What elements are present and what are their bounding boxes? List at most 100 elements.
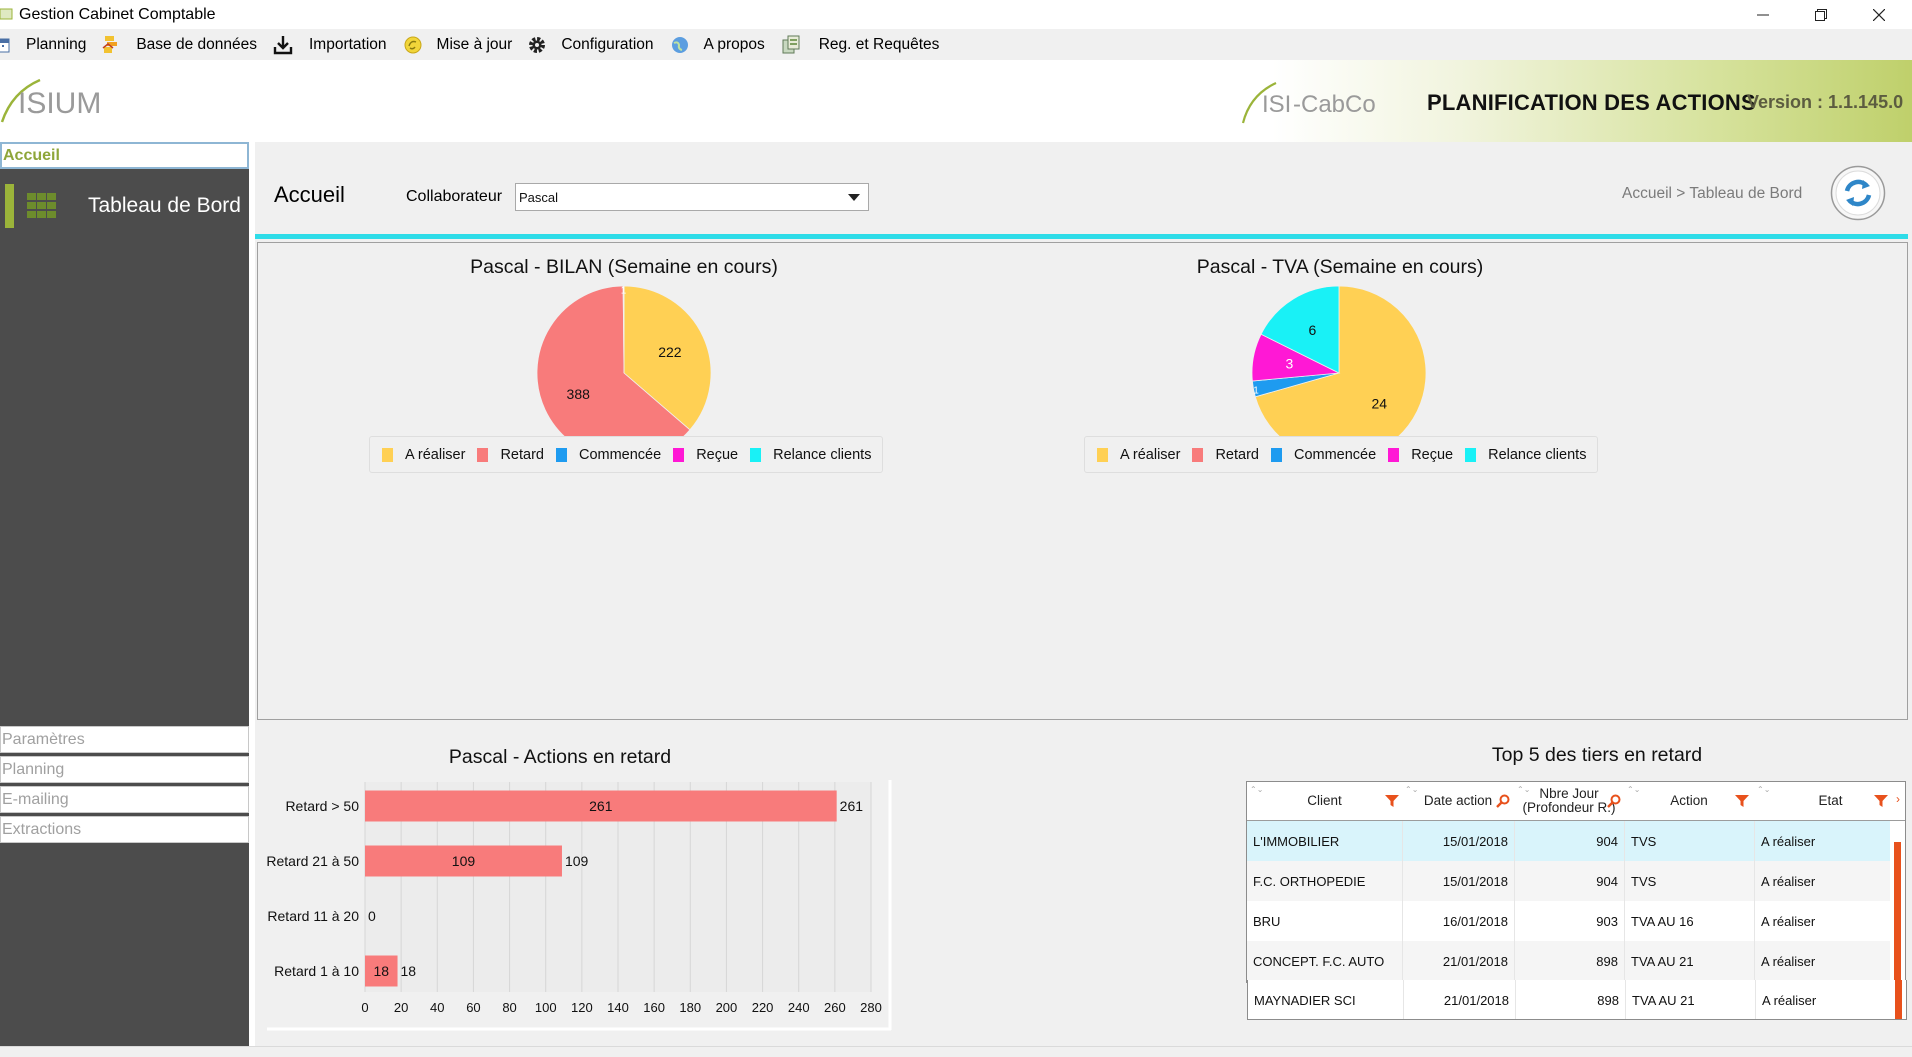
tva-legend: A réaliser Retard Commencée Reçue Relanc… bbox=[1084, 436, 1598, 473]
legend-item-commencee: Commencée bbox=[1270, 447, 1376, 463]
bar-x-tick-label: 60 bbox=[466, 1000, 480, 1015]
sidebar-section-emailing[interactable]: E-mailing bbox=[0, 786, 249, 813]
table-row[interactable]: F.C. ORTHOPEDIE 15/01/2018 904 TVS A réa… bbox=[1247, 861, 1890, 901]
bilan-slice-2 bbox=[622, 285, 625, 374]
search-filter-icon[interactable] bbox=[1496, 794, 1510, 808]
svg-text:-CabCo: -CabCo bbox=[1293, 91, 1376, 118]
legend-item-a-realiser: A réaliser bbox=[1097, 447, 1180, 463]
grid-header: ⌃⌄ Client ⌃⌄ Date action ⌃⌄ Nbre Jour (P… bbox=[1247, 782, 1905, 821]
app-page-title: PLANIFICATION DES ACTIONS bbox=[1427, 90, 1756, 115]
refresh-button[interactable] bbox=[1830, 165, 1886, 221]
breadcrumb: Accueil > Tableau de Bord bbox=[1622, 185, 1803, 202]
bar-x-tick-label: 180 bbox=[679, 1000, 701, 1015]
grid-last-row-wrapper: MAYNADIER SCI 21/01/2018 898 TVA AU 21 A… bbox=[1247, 980, 1907, 1020]
grid-scrollbar[interactable] bbox=[1894, 842, 1901, 980]
bar-value-label: 0 bbox=[368, 908, 376, 924]
legend-item-retard: Retard bbox=[477, 447, 544, 463]
title-bar: Gestion Cabinet Comptable bbox=[0, 0, 1912, 29]
filter-icon[interactable] bbox=[1735, 794, 1749, 808]
sidebar-section-planning[interactable]: Planning bbox=[0, 756, 249, 783]
bar-3 bbox=[365, 955, 398, 987]
sort-icon: ⌃⌄ bbox=[1250, 785, 1264, 794]
query-icon bbox=[782, 35, 800, 53]
table-row[interactable]: CONCEPT. F.C. AUTO 21/01/2018 898 TVA AU… bbox=[1247, 941, 1890, 981]
column-header-client[interactable]: ⌃⌄ Client bbox=[1247, 782, 1402, 820]
sidebar-section-extractions[interactable]: Extractions bbox=[0, 816, 249, 843]
sort-icon: ⌃⌄ bbox=[1517, 785, 1531, 794]
legend-item-recue: Reçue bbox=[1388, 447, 1453, 463]
menu-configuration-label: Configuration bbox=[561, 35, 654, 53]
grid-scrollbar[interactable] bbox=[1895, 980, 1902, 1019]
version-label: Version : 1.1.145.0 bbox=[1747, 92, 1904, 112]
sidebar-section-accueil[interactable]: Accueil bbox=[0, 142, 249, 169]
restore-button[interactable] bbox=[1792, 0, 1850, 29]
active-marker bbox=[5, 184, 14, 228]
dashboard-grid-icon bbox=[27, 193, 56, 218]
search-filter-icon[interactable] bbox=[1607, 794, 1621, 808]
app-header: ISIUM ISI -CabCo PLANIFICATION DES ACTIO… bbox=[0, 60, 1912, 142]
legend-swatch bbox=[1270, 447, 1282, 462]
bar-0 bbox=[365, 790, 837, 822]
menu-database[interactable]: Base de données bbox=[102, 29, 257, 60]
bar-x-tick-label: 120 bbox=[571, 1000, 593, 1015]
filter-icon[interactable] bbox=[1385, 794, 1399, 808]
app-icon bbox=[0, 8, 13, 20]
column-header-date[interactable]: ⌃⌄ Date action bbox=[1402, 782, 1514, 820]
legend-item-a-realiser: A réaliser bbox=[382, 447, 465, 463]
collaborateur-value: Pascal bbox=[519, 190, 559, 205]
bar-x-tick-label: 280 bbox=[860, 1000, 882, 1015]
bar-x-tick-label: 240 bbox=[788, 1000, 810, 1015]
bar-x-tick-label: 260 bbox=[824, 1000, 846, 1015]
close-button[interactable] bbox=[1850, 0, 1908, 29]
legend-swatch bbox=[477, 447, 489, 462]
bilan-slice-label: 222 bbox=[658, 344, 682, 360]
bilan-legend: A réaliser Retard Commencée Reçue Relanc… bbox=[369, 436, 883, 473]
sort-icon: ⌃⌄ bbox=[1627, 785, 1641, 794]
table-row[interactable]: L'IMMOBILIER 15/01/2018 904 TVS A réalis… bbox=[1247, 821, 1890, 861]
bar-inner-label: 109 bbox=[452, 853, 476, 869]
legend-item-relance: Relance clients bbox=[1465, 447, 1586, 463]
column-header-nbre-jour[interactable]: ⌃⌄ Nbre Jour (Profondeur R.) bbox=[1514, 782, 1624, 820]
column-header-etat[interactable]: ⌃⌄ Etat › bbox=[1757, 785, 1900, 808]
menu-update[interactable]: Mise à jour bbox=[403, 29, 512, 60]
top5-grid: ⌃⌄ Client ⌃⌄ Date action ⌃⌄ Nbre Jour (P… bbox=[1246, 781, 1906, 983]
legend-swatch bbox=[555, 447, 567, 462]
table-row[interactable]: BRU 16/01/2018 903 TVA AU 16 A réaliser bbox=[1247, 901, 1890, 941]
sort-icon: ⌃⌄ bbox=[1757, 785, 1771, 794]
bar-x-tick-label: 220 bbox=[752, 1000, 774, 1015]
tva-slice-label: 3 bbox=[1286, 356, 1294, 372]
legend-swatch bbox=[1097, 447, 1108, 462]
globe-icon bbox=[671, 36, 688, 53]
bar-x-tick-label: 0 bbox=[361, 1000, 368, 1015]
sort-icon: ⌃⌄ bbox=[1405, 785, 1419, 794]
column-header-action[interactable]: ⌃⌄ Action bbox=[1624, 782, 1754, 820]
filter-icon[interactable] bbox=[1874, 794, 1888, 808]
download-icon bbox=[273, 35, 293, 54]
tva-slice-label: 24 bbox=[1371, 395, 1387, 411]
restore-icon bbox=[1815, 8, 1827, 21]
menu-queries[interactable]: Reg. et Requêtes bbox=[781, 29, 939, 60]
collaborateur-label: Collaborateur bbox=[406, 188, 503, 205]
legend-swatch bbox=[1388, 447, 1400, 462]
bilan-pie-chart: 222 388 1 bbox=[536, 285, 712, 461]
menu-planning[interactable]: Planning bbox=[0, 29, 86, 60]
minimize-button[interactable] bbox=[1734, 0, 1792, 29]
bar-inner-label: 18 bbox=[373, 963, 389, 979]
bar-x-tick-label: 40 bbox=[430, 1000, 444, 1015]
table-row[interactable]: MAYNADIER SCI 21/01/2018 898 TVA AU 21 A… bbox=[1248, 980, 1891, 1019]
refresh-icon bbox=[1844, 179, 1872, 207]
collaborateur-select[interactable]: Pascal bbox=[515, 183, 869, 211]
sidebar-section-parametres[interactable]: Paramètres bbox=[0, 726, 249, 753]
menu-database-label: Base de données bbox=[136, 35, 257, 53]
bilan-slice-label: 1 bbox=[621, 286, 627, 297]
sidebar-item-label: Tableau de Bord bbox=[88, 194, 241, 217]
legend-swatch bbox=[1192, 447, 1204, 462]
minimize-icon bbox=[1757, 14, 1769, 15]
menu-import[interactable]: Importation bbox=[273, 29, 387, 60]
menu-bar: Planning Base de données Importation Mis… bbox=[0, 29, 1912, 60]
sidebar-item-tableau-de-bord[interactable]: Tableau de Bord bbox=[0, 179, 249, 233]
menu-configuration[interactable]: Configuration bbox=[527, 29, 654, 60]
scroll-right-icon[interactable]: › bbox=[1896, 792, 1900, 806]
status-strip bbox=[0, 1046, 1912, 1057]
menu-about[interactable]: A propos bbox=[670, 29, 765, 60]
